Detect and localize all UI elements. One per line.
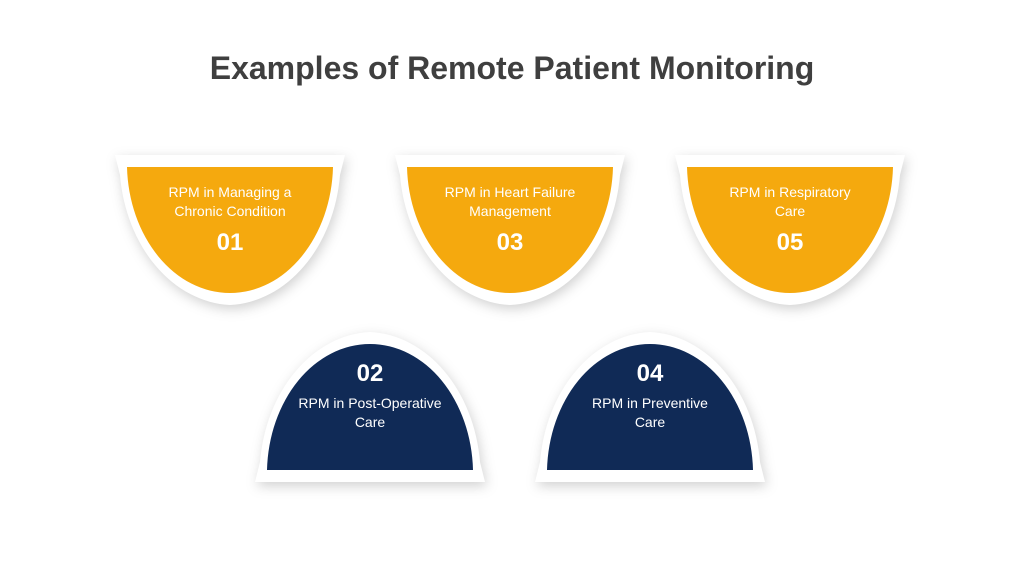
wedge-shape — [255, 252, 485, 482]
wedge-fill — [267, 344, 473, 470]
wedge-shape — [535, 252, 765, 482]
wedge-02: 02 RPM in Post-Operative Care — [255, 252, 485, 482]
wedge-04: 04 RPM in Preventive Care — [535, 252, 765, 482]
wedge-fill — [547, 344, 753, 470]
page-title: Examples of Remote Patient Monitoring — [0, 50, 1024, 87]
infographic-container: Examples of Remote Patient Monitoring RP… — [0, 0, 1024, 578]
